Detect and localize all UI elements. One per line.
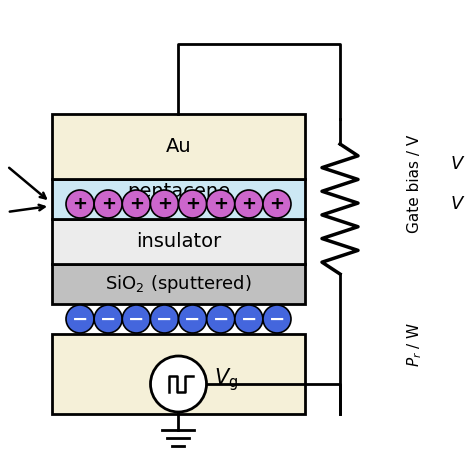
Text: $V_\mathrm{g}$: $V_\mathrm{g}$ bbox=[215, 366, 238, 393]
Bar bbox=[52, 179, 305, 219]
Text: $V$: $V$ bbox=[450, 155, 465, 173]
Circle shape bbox=[94, 190, 122, 218]
Text: −: − bbox=[241, 310, 257, 328]
Text: −: − bbox=[212, 310, 229, 328]
Circle shape bbox=[94, 305, 122, 333]
Text: −: − bbox=[128, 310, 145, 328]
Text: +: + bbox=[100, 195, 116, 213]
Text: −: − bbox=[156, 310, 173, 328]
Text: pentacene: pentacene bbox=[127, 182, 230, 201]
Text: insulator: insulator bbox=[136, 232, 221, 251]
Text: +: + bbox=[213, 195, 228, 213]
Circle shape bbox=[263, 190, 291, 218]
Circle shape bbox=[235, 305, 263, 333]
Circle shape bbox=[122, 305, 150, 333]
Circle shape bbox=[207, 190, 235, 218]
Text: −: − bbox=[269, 310, 285, 328]
Circle shape bbox=[235, 190, 263, 218]
Text: −: − bbox=[100, 310, 116, 328]
Circle shape bbox=[179, 190, 207, 218]
Text: $V$: $V$ bbox=[450, 195, 465, 213]
Bar bbox=[52, 219, 305, 264]
Text: −: − bbox=[72, 310, 88, 328]
Circle shape bbox=[66, 190, 94, 218]
Circle shape bbox=[150, 305, 178, 333]
Bar bbox=[52, 264, 305, 304]
Text: +: + bbox=[73, 195, 88, 213]
Text: +: + bbox=[157, 195, 172, 213]
Circle shape bbox=[263, 305, 291, 333]
Text: Au: Au bbox=[166, 137, 191, 156]
Circle shape bbox=[179, 305, 207, 333]
Bar bbox=[52, 334, 305, 414]
Text: +: + bbox=[185, 195, 200, 213]
Circle shape bbox=[207, 305, 235, 333]
Text: +: + bbox=[129, 195, 144, 213]
Text: $P_r$ / W: $P_r$ / W bbox=[406, 321, 424, 367]
Text: Au: Au bbox=[166, 365, 191, 383]
Circle shape bbox=[122, 190, 150, 218]
Bar bbox=[52, 114, 305, 179]
Circle shape bbox=[151, 356, 207, 412]
Text: Gate bias / V: Gate bias / V bbox=[408, 135, 422, 233]
Text: +: + bbox=[241, 195, 256, 213]
Text: +: + bbox=[270, 195, 284, 213]
Text: SiO$_2$ (sputtered): SiO$_2$ (sputtered) bbox=[105, 273, 252, 295]
Circle shape bbox=[66, 305, 94, 333]
Circle shape bbox=[150, 190, 178, 218]
Text: −: − bbox=[184, 310, 201, 328]
